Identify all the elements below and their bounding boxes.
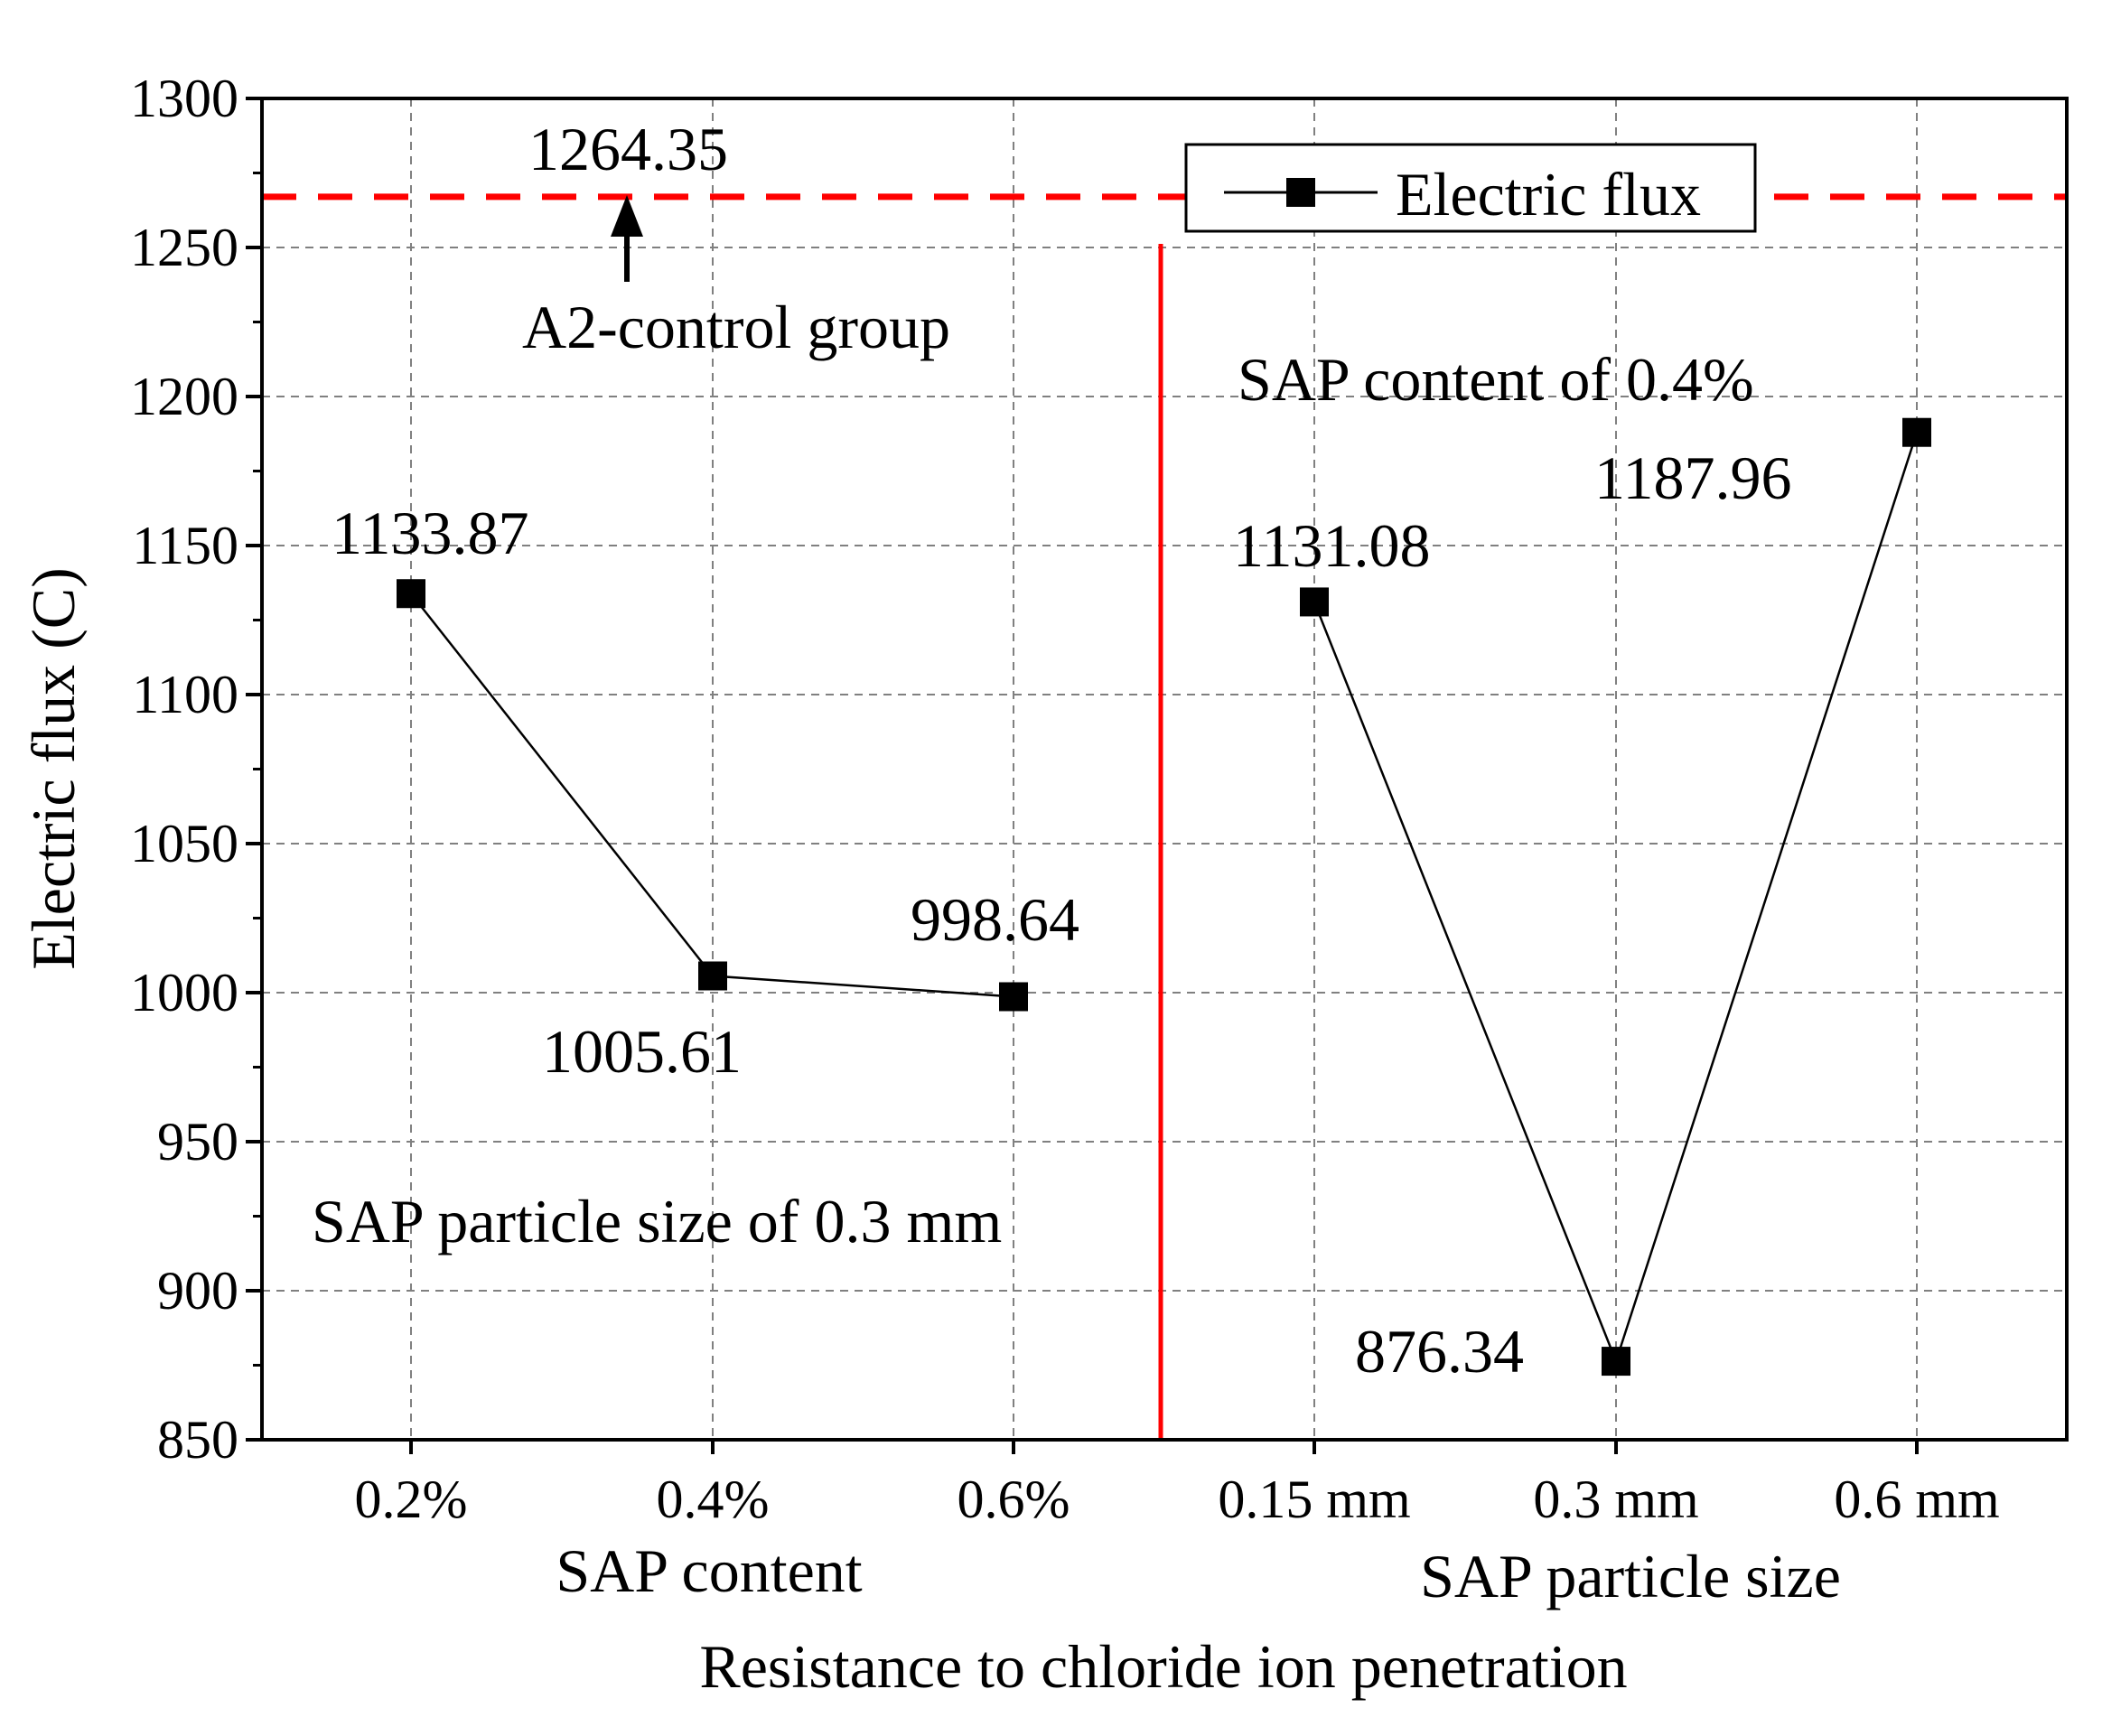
x-axis: 0.2% 0.4% 0.6% 0.15 mm 0.3 mm 0.6 mm [355, 1440, 2000, 1529]
x-tick-label: 0.3 mm [1533, 1470, 1698, 1529]
data-point [698, 961, 727, 991]
y-tick-label: 1000 [130, 963, 238, 1022]
data-label: 876.34 [1355, 1317, 1524, 1386]
y-tick-label: 1250 [130, 218, 238, 277]
data-point [1300, 587, 1329, 617]
data-point [397, 579, 425, 609]
x-tick-label: 0.6 mm [1834, 1470, 1999, 1529]
y-tick-label: 1100 [132, 665, 238, 724]
grid [262, 98, 2067, 1440]
data-label: 1005.61 [542, 1017, 742, 1086]
group-2-axis-title: SAP particle size [1420, 1542, 1841, 1610]
legend: Electric flux [1184, 143, 1757, 233]
x-tick-label: 0.2% [355, 1470, 468, 1529]
y-tick-label: 850 [157, 1410, 238, 1470]
x-tick-label: 0.6% [958, 1470, 1070, 1529]
y-tick-label: 1150 [132, 516, 238, 575]
y-tick-label: 950 [157, 1112, 238, 1171]
x-axis-title: Resistance to chloride ion penetration [699, 1632, 1627, 1701]
arrow-up-icon [611, 195, 643, 282]
y-tick-label: 900 [157, 1261, 238, 1321]
data-label: 1131.08 [1233, 511, 1430, 580]
series-electric-flux [397, 417, 1931, 1377]
y-tick-label: 1200 [130, 367, 238, 426]
data-label: 998.64 [911, 885, 1079, 954]
group-1-axis-title: SAP content [556, 1536, 862, 1605]
data-point [999, 982, 1028, 1012]
y-axis-title: Electric flux (C) [19, 567, 88, 970]
reference-annotation: A2-control group [522, 293, 950, 361]
x-tick-label: 0.4% [657, 1470, 770, 1529]
legend-label: Electric flux [1396, 160, 1701, 229]
y-tick-label: 1300 [130, 69, 238, 128]
legend-marker [1286, 178, 1315, 207]
group-1-annotation: SAP particle size of 0.3 mm [312, 1187, 1002, 1255]
legend-box [1184, 143, 1757, 233]
data-label: 1133.87 [332, 499, 528, 567]
x-tick-label: 0.15 mm [1218, 1470, 1410, 1529]
data-point [1902, 417, 1931, 447]
y-tick-label: 1050 [130, 814, 238, 873]
group-2-annotation: SAP content of 0.4% [1238, 345, 1754, 414]
data-label: 1187.96 [1594, 443, 1791, 512]
data-point [1602, 1347, 1630, 1377]
y-axis: 850 900 950 1000 1050 1100 1150 1200 1250 1300 [130, 69, 262, 1470]
reference-value-label: 1264.35 [528, 115, 728, 183]
